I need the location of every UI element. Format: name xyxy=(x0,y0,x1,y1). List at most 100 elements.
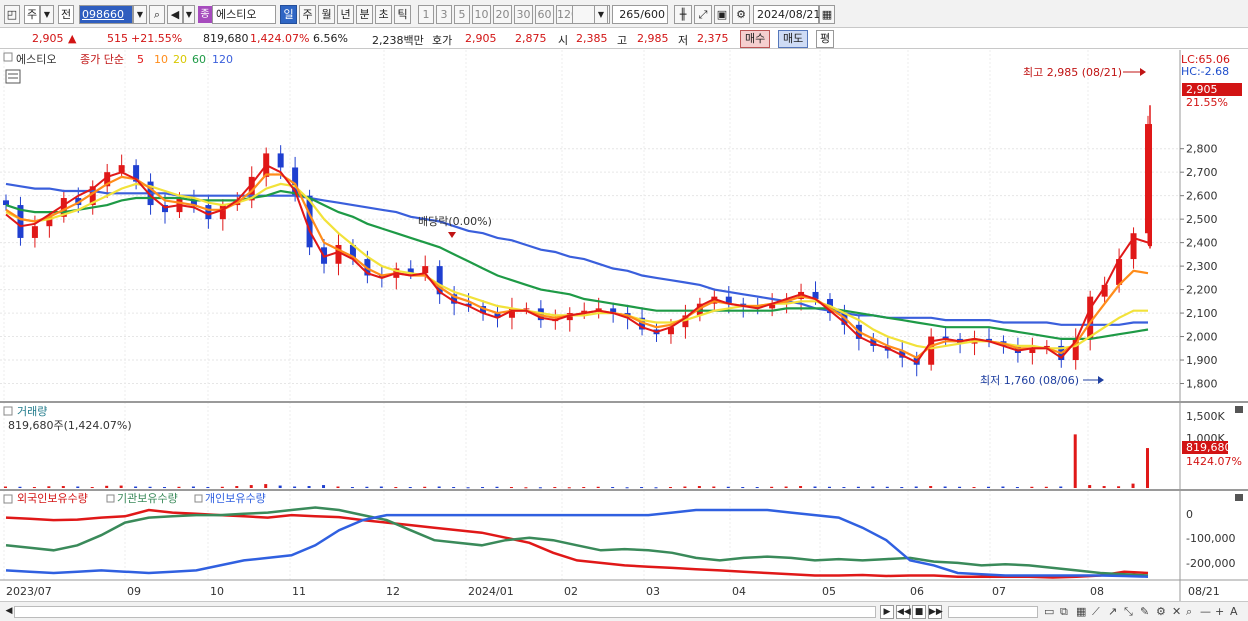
volume-bar xyxy=(379,486,383,488)
chart-table-icon[interactable] xyxy=(5,69,21,84)
volume-collapse-icon[interactable] xyxy=(3,406,13,416)
speaker-dropdown-icon[interactable]: ▼ xyxy=(183,5,195,24)
interval-dropdown-icon[interactable]: ▼ xyxy=(594,5,608,24)
chart-menu-icon[interactable]: ◰ xyxy=(4,5,20,24)
period-tab-3[interactable]: 년 xyxy=(337,5,354,24)
scroll-track[interactable] xyxy=(14,606,876,618)
buy-button[interactable]: 매수 xyxy=(740,30,771,48)
draw-tool-icon[interactable]: ⤢ xyxy=(694,5,712,24)
ma-legend-60[interactable]: 60 xyxy=(192,53,206,66)
period-tab-6[interactable]: 틱 xyxy=(394,5,411,24)
interval-button-1[interactable]: 1 xyxy=(418,5,434,24)
save-icon[interactable]: ▣ xyxy=(714,5,730,24)
code-dropdown-icon[interactable]: ▼ xyxy=(133,5,147,24)
trade-amount: 2,238백만 xyxy=(372,34,424,47)
candle-body xyxy=(17,205,24,238)
stock-name-field[interactable]: 에스티오 xyxy=(212,5,276,24)
gear-icon[interactable]: ⚙ xyxy=(732,5,750,24)
legend-institution-box[interactable] xyxy=(106,494,115,503)
grid-icon[interactable]: ▦ xyxy=(1076,605,1087,618)
scroll-right-icon[interactable]: ▶ xyxy=(880,605,894,619)
interval-button-10[interactable]: 10 xyxy=(472,5,491,24)
date-tick-label: 12 xyxy=(386,585,400,598)
zoom-in-icon[interactable]: + xyxy=(1215,605,1225,618)
candle-body xyxy=(1101,284,1108,297)
zoom-slider[interactable] xyxy=(948,606,1038,618)
eval-button[interactable]: 평 xyxy=(816,30,835,48)
ma-line-60 xyxy=(5,189,1149,340)
ma-legend-120[interactable]: 120 xyxy=(212,53,233,66)
volume-bar xyxy=(105,485,109,488)
stock-chart[interactable]: 1,800 1,900 2,000 2,100 2,200 2,300 2,400 2,500… xyxy=(0,50,1248,601)
interval-button-3[interactable]: 3 xyxy=(436,5,452,24)
search-icon[interactable]: ⌕ xyxy=(149,5,165,24)
type-dropdown-icon[interactable]: ▼ xyxy=(40,5,54,24)
chart-background xyxy=(0,50,1248,601)
volume-bar xyxy=(697,486,701,488)
forward-icon[interactable]: ▶▶ xyxy=(928,605,943,619)
interval-button-5[interactable]: 5 xyxy=(454,5,470,24)
open-price: 2,385 xyxy=(576,32,608,45)
scroll-left-icon[interactable]: ◀ xyxy=(5,606,13,616)
bar-count-field[interactable]: 265/600 xyxy=(612,5,668,24)
font-size-icon[interactable]: A xyxy=(1230,605,1238,618)
candle-body xyxy=(1043,345,1050,349)
rewind-icon[interactable]: ◀◀ xyxy=(896,605,911,619)
candle-style-icon[interactable]: ╫ xyxy=(674,5,692,24)
legend-foreign[interactable]: 외국인보유수량 xyxy=(17,492,88,505)
speaker-icon[interactable]: ◀ xyxy=(167,5,183,24)
period-tab-1[interactable]: 주 xyxy=(299,5,316,24)
arrow-tool-icon[interactable]: ↗ xyxy=(1108,605,1118,618)
stop-icon[interactable]: ■ xyxy=(912,605,926,619)
period-tab-0[interactable]: 일 xyxy=(280,5,297,24)
high-label: 고 xyxy=(617,34,628,47)
period-tab-2[interactable]: 월 xyxy=(318,5,335,24)
candle-body xyxy=(1116,259,1123,285)
calendar-icon[interactable]: ▦ xyxy=(819,5,835,24)
holding-panel-close-icon[interactable] xyxy=(1235,494,1243,501)
zoom-out-icon[interactable]: — xyxy=(1200,605,1211,618)
bid-price: 2,875 xyxy=(515,32,547,45)
period-tab-5[interactable]: 초 xyxy=(375,5,392,24)
sell-button[interactable]: 매도 xyxy=(778,30,809,48)
low-price: 2,375 xyxy=(697,32,729,45)
legend-individual[interactable]: 개인보유수량 xyxy=(205,492,266,505)
prev-button[interactable]: 전 xyxy=(58,5,74,24)
date-field[interactable]: 2024/08/21 xyxy=(753,5,820,24)
holding-collapse-icon[interactable] xyxy=(3,494,13,504)
layout-icon[interactable]: ▭ xyxy=(1044,605,1055,618)
price-tick-label: 2,400 xyxy=(1186,237,1218,250)
max-price-label: 최고 2,985 (08/21) xyxy=(1023,66,1122,79)
period-tab-4[interactable]: 분 xyxy=(356,5,373,24)
ma-legend-20[interactable]: 20 xyxy=(173,53,187,66)
ma-legend-5[interactable]: 5 xyxy=(137,53,144,66)
interval-button-30[interactable]: 30 xyxy=(514,5,533,24)
volume-bar xyxy=(394,487,398,489)
volume-panel-close-icon[interactable] xyxy=(1235,406,1243,413)
price-axis: 1,800 1,900 2,000 2,100 2,200 2,300 2,400 2,500… xyxy=(1180,143,1218,391)
interval-button-60[interactable]: 60 xyxy=(535,5,554,24)
volume-subtitle: 819,680주(1,424.07%) xyxy=(8,419,132,432)
interval-button-20[interactable]: 20 xyxy=(493,5,512,24)
legend-individual-box[interactable] xyxy=(194,494,203,503)
panel-collapse-icon[interactable] xyxy=(3,52,13,62)
ma-legend-10[interactable]: 10 xyxy=(154,53,168,66)
line-tool-icon[interactable]: ⟋ xyxy=(1092,605,1100,618)
settings-icon[interactable]: ⚙ xyxy=(1156,605,1166,618)
date-tick-label: 09 xyxy=(127,585,141,598)
current-price-tag xyxy=(1182,83,1242,96)
delete-icon[interactable]: ✕ xyxy=(1172,605,1182,618)
stock-code-input[interactable]: 098660 xyxy=(79,5,133,24)
volume-bar xyxy=(293,486,297,488)
volume-bar xyxy=(885,486,889,488)
trend-tool-icon[interactable]: ⤡ xyxy=(1124,605,1133,618)
volume-bar xyxy=(582,487,586,489)
type-selector[interactable]: 주 xyxy=(24,5,40,24)
copy-icon[interactable]: ⧉ xyxy=(1060,605,1068,618)
brush-icon[interactable]: ✎ xyxy=(1140,605,1150,618)
volume-bar xyxy=(770,486,774,488)
legend-institution[interactable]: 기관보유수량 xyxy=(117,492,178,505)
candle-body xyxy=(899,350,906,358)
dividend-marker-icon xyxy=(448,232,456,238)
zoom-search-icon[interactable]: ⌕ xyxy=(1186,605,1193,618)
